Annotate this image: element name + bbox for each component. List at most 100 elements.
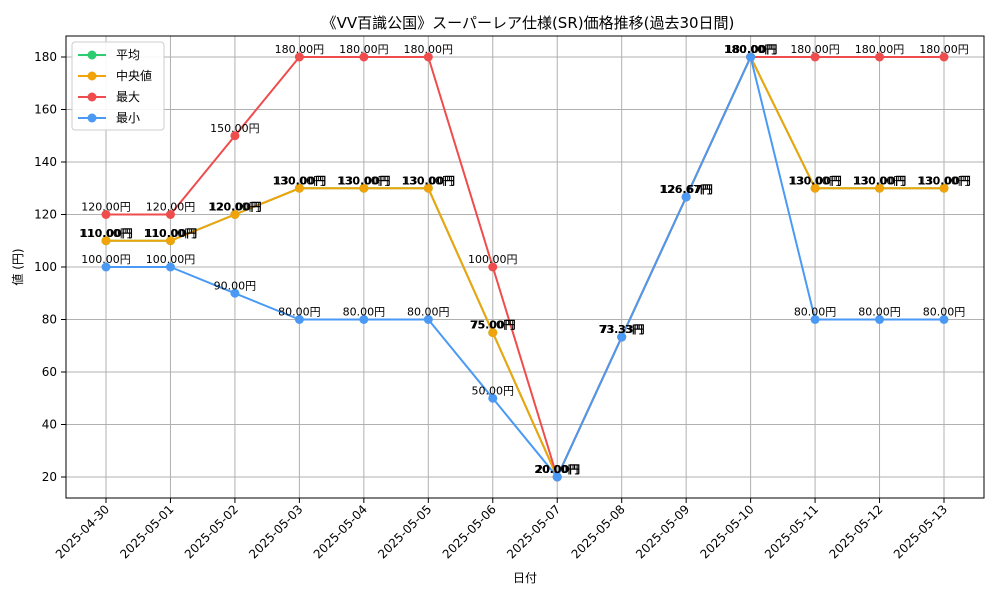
data-label: 80.00円 [794, 306, 837, 319]
x-tick-label: 2025-05-11 [762, 502, 821, 561]
data-label: 150.00円 [210, 122, 260, 135]
data-label: 130.00円 [275, 174, 325, 187]
legend-label: 最大 [116, 90, 140, 104]
data-point [875, 183, 885, 193]
data-label: 120.00円 [210, 201, 260, 214]
data-label: 130.00円 [855, 174, 905, 187]
y-tick-label: 80 [42, 313, 57, 327]
data-point [875, 315, 885, 324]
data-label: 50.00円 [472, 384, 515, 397]
data-point [488, 328, 498, 338]
series-line [106, 56, 944, 478]
data-label: 180.00円 [724, 43, 777, 56]
data-label: 73.33円 [600, 323, 643, 336]
data-label: 180.00円 [726, 43, 776, 56]
data-label: 130.00円 [402, 174, 455, 187]
y-tick-label: 120 [34, 208, 57, 222]
data-label: 180.00円 [855, 43, 905, 56]
data-label: 126.67円 [661, 183, 711, 196]
data-label: 180.00円 [339, 43, 389, 56]
data-label: 126.67円 [661, 183, 711, 196]
data-point [230, 210, 240, 219]
data-label: 90.00円 [214, 279, 257, 292]
chart-title: 《VV百識公国》スーパーレア仕様(SR)価格推移(過去30日間) [322, 14, 735, 32]
y-axis-title: 値 (円) [10, 248, 25, 285]
legend-item: 中央値 [78, 68, 152, 83]
data-label: 75.00円 [470, 319, 516, 332]
data-label: 130.00円 [790, 174, 840, 187]
legend-swatch-marker [87, 113, 97, 123]
data-label: 110.00円 [81, 227, 131, 240]
series-layer [101, 52, 949, 482]
data-point [230, 288, 240, 298]
legend-item: 最小 [78, 111, 140, 125]
data-point [488, 262, 498, 272]
data-label: 180.00円 [790, 43, 840, 56]
data-label: 110.00円 [144, 227, 197, 240]
x-tick-label: 2025-05-12 [826, 502, 885, 561]
data-point [875, 52, 885, 62]
data-label: 73.33円 [600, 323, 643, 336]
y-tick-label: 100 [34, 260, 57, 274]
data-label: 80.00円 [858, 306, 901, 319]
legend-item: 平均 [78, 48, 140, 62]
data-point [810, 183, 820, 193]
x-tick-label: 2025-05-01 [117, 502, 176, 561]
data-label: 75.00円 [472, 319, 515, 332]
y-tick-label: 20 [42, 470, 57, 484]
data-label: 180.00円 [726, 43, 776, 56]
grid [66, 36, 984, 498]
data-label: 20.00円 [536, 463, 579, 476]
x-axis-title: 日付 [513, 571, 537, 585]
data-point [294, 52, 304, 62]
data-label: 110.00円 [146, 227, 196, 240]
data-label: 80.00円 [923, 306, 966, 319]
x-tick-label: 2025-05-09 [633, 502, 692, 561]
x-tick-label: 2025-05-04 [311, 502, 370, 561]
data-point [359, 52, 369, 62]
series-line [106, 56, 944, 478]
data-point [359, 183, 369, 193]
x-tick-label: 2025-05-10 [698, 502, 757, 561]
y-tick-label: 140 [34, 155, 57, 169]
data-label: 80.00円 [407, 306, 450, 319]
data-label: 130.00円 [919, 174, 969, 187]
data-point [294, 183, 304, 193]
data-label: 120.00円 [208, 201, 261, 214]
data-label: 180.00円 [726, 43, 776, 56]
data-point [423, 52, 433, 62]
y-tick-label: 160 [34, 103, 57, 117]
data-point [488, 393, 498, 403]
data-label: 130.00円 [404, 174, 454, 187]
data-label: 73.33円 [600, 323, 643, 336]
data-point [746, 52, 756, 62]
data-label: 130.00円 [273, 174, 326, 187]
data-point [165, 210, 175, 219]
data-label: 130.00円 [788, 174, 841, 187]
data-label: 130.00円 [853, 174, 906, 187]
data-point [810, 315, 820, 324]
y-tick-label: 40 [42, 418, 57, 432]
x-tick-label: 2025-05-02 [182, 502, 241, 561]
x-axis: 2025-04-30 2025-05-01 2025-05-02 2025-05-03… [53, 498, 950, 561]
x-tick-label: 2025-05-05 [375, 502, 434, 561]
x-tick-label: 2025-05-07 [504, 502, 563, 561]
data-label: 20.00円 [536, 463, 579, 476]
data-point [359, 315, 369, 324]
data-label: 180.00円 [275, 43, 325, 56]
data-point [617, 332, 627, 342]
data-label: 20.00円 [534, 463, 580, 476]
y-axis: 20 40 60 80 100 120 140 160 180 [34, 50, 66, 484]
x-tick-label: 2025-05-03 [246, 502, 305, 561]
legend-item: 最大 [78, 90, 140, 104]
data-point [165, 236, 175, 246]
legend-box [71, 41, 165, 131]
x-tick-label: 2025-05-13 [891, 502, 950, 561]
data-label: 130.00円 [337, 174, 390, 187]
data-label: 73.33円 [599, 323, 645, 336]
data-label: 180.00円 [404, 43, 454, 56]
